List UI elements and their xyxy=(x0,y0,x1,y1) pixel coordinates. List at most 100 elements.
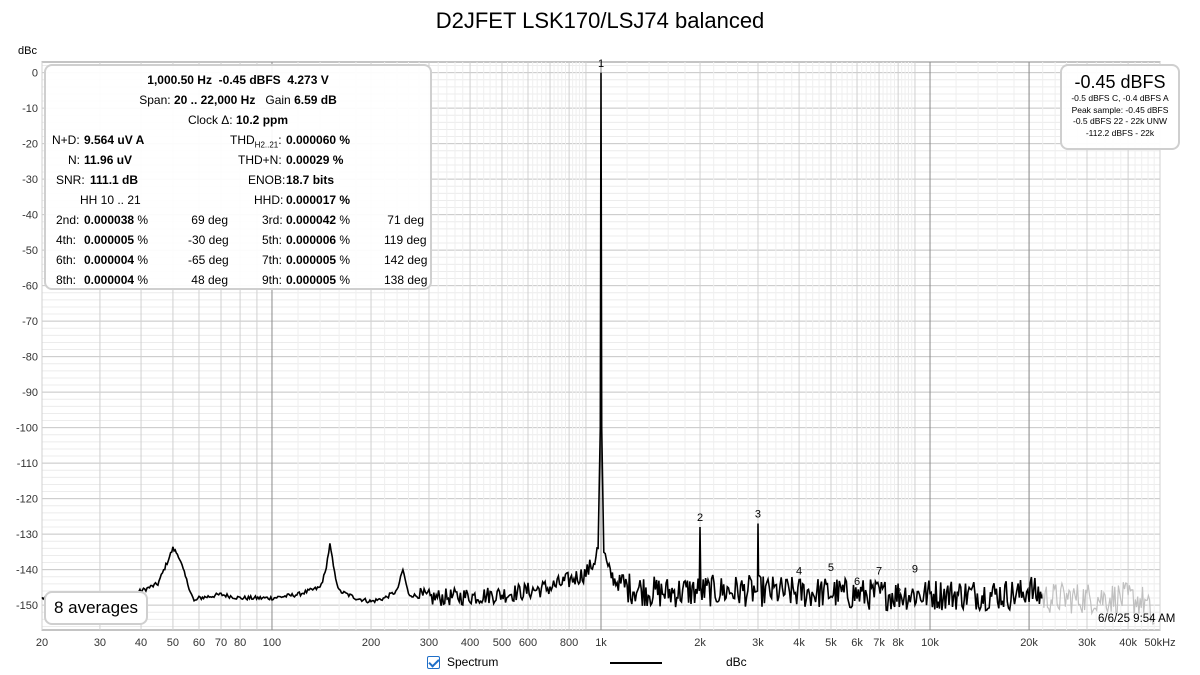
hhd-label: HHD: xyxy=(254,193,284,207)
y-tick-label: -20 xyxy=(22,139,38,151)
info-row-snr: SNR: 111.1 dB ENOB: 18.7 bits xyxy=(46,170,430,190)
y-tick-label: 0 xyxy=(32,68,38,80)
harmonic-label: 3rd: xyxy=(262,213,283,227)
x-tick-label: 8k xyxy=(892,637,904,649)
harmonic-marker: 5 xyxy=(828,562,834,574)
harmonic-phase: -65 deg xyxy=(188,253,229,267)
thd-value: 0.000060 % xyxy=(286,133,351,147)
harmonic-markers: 1 2 3 4 5 6 7 89 xyxy=(598,58,918,599)
nd-label: N+D: xyxy=(52,133,80,147)
hhd-value: 0.000017 % xyxy=(286,193,351,207)
harmonic-phase: 71 deg xyxy=(387,213,424,227)
harmonic-marker: 7 xyxy=(876,565,882,577)
spectrum-checkbox[interactable] xyxy=(427,656,440,669)
y-tick-label: -100 xyxy=(16,423,38,435)
nd-value: 9.564 uV A xyxy=(84,133,145,147)
harmonic-phase: 138 deg xyxy=(384,273,428,287)
x-tick-label: 40 xyxy=(135,637,147,649)
harmonic-marker: 4 xyxy=(796,565,802,577)
level-line: -0.5 dBFS C, -0.4 dBFS A xyxy=(1071,93,1169,103)
legend-series-label: dBc xyxy=(726,655,747,669)
harmonic-phase: 48 deg xyxy=(191,273,228,287)
y-tick-labels: 0 -10 -20 -30 -40 -50 -60 -70 -80 -90 -100 -110 -120… xyxy=(16,68,38,613)
harmonic-value: 0.000004 % xyxy=(84,253,149,267)
x-tick-label: 5k xyxy=(825,637,837,649)
measurement-panel: 1,000.50 Hz -0.45 dBFS 4.273 V Span: 20 … xyxy=(44,64,432,290)
harmonic-label: 8th: xyxy=(56,273,77,287)
y-tick-label: -70 xyxy=(22,316,38,328)
harmonic-row: 6th: 0.000004 % -65 deg 7th: 0.000005 % 142 d… xyxy=(46,250,430,270)
harmonic-value: 0.000005 % xyxy=(84,233,149,247)
harmonic-row: 8th: 0.000004 % 48 deg 9th: 0.000005 % 138 de… xyxy=(46,270,430,290)
harmonic-value: 0.000005 % xyxy=(286,253,351,267)
info-line-2: Span: 20 .. 22,000 Hz Gain 6.59 dB xyxy=(46,90,430,110)
timestamp: 6/6/25 9:54 AM xyxy=(1098,613,1176,625)
x-tick-label: 600 xyxy=(519,637,537,649)
gain-value: 6.59 dB xyxy=(294,93,337,107)
thd-label: THDH2..21: xyxy=(230,133,282,150)
spectrum-line xyxy=(41,72,1044,613)
x-tick-label: 7k xyxy=(873,637,885,649)
harmonic-value: 0.000006 % xyxy=(286,233,351,247)
level-line: -0.5 dBFS 22 - 22k UNW xyxy=(1072,116,1167,126)
harmonic-marker: 1 xyxy=(598,58,604,70)
fundamental-dbfs: -0.45 dBFS xyxy=(218,73,281,87)
harmonic-label: 4th: xyxy=(56,233,77,247)
thdn-label: THD+N: xyxy=(238,153,282,167)
x-tick-label: 200 xyxy=(362,637,380,649)
x-tick-label: 50 xyxy=(167,637,179,649)
enob-label: ENOB: xyxy=(248,173,286,187)
span-label: Span: xyxy=(139,93,171,107)
gain-label: Gain xyxy=(265,93,291,107)
averages-badge: 8 averages xyxy=(44,591,148,625)
info-row-hh: HH 10 .. 21 HHD: 0.000017 % xyxy=(46,190,430,210)
y-tick-label: -50 xyxy=(22,245,38,257)
y-tick-label: -40 xyxy=(22,210,38,222)
level-line: Peak sample: -0.45 dBFS xyxy=(1071,104,1169,115)
spectrum-checkbox-label[interactable]: Spectrum xyxy=(447,655,499,669)
harmonic-row: 4th: 0.000005 % -30 deg 5th: 0.000006 % 119 d… xyxy=(46,230,430,250)
harmonic-marker: 2 xyxy=(697,512,703,524)
x-tick-label: 500 xyxy=(493,637,511,649)
harmonic-label: 5th: xyxy=(262,233,283,247)
y-tick-label: -80 xyxy=(22,352,38,364)
info-row-nd: N+D: 9.564 uV A THDH2..21: 0.000060 % xyxy=(46,130,430,150)
level-main: -0.45 dBFS xyxy=(1074,72,1166,92)
n-label: N: xyxy=(68,153,80,167)
x-tick-label: 20 xyxy=(36,637,48,649)
y-tick-label: -60 xyxy=(22,281,38,293)
harmonic-marker: 8 xyxy=(895,587,901,599)
x-tick-label: 1k xyxy=(595,637,607,649)
x-tick-label: 50kHz xyxy=(1144,637,1175,649)
x-tick-label: 400 xyxy=(461,637,479,649)
x-tick-label: 10k xyxy=(921,637,939,649)
y-tick-label: -150 xyxy=(16,600,38,612)
x-tick-label: 30 xyxy=(94,637,106,649)
x-tick-label: 3k xyxy=(752,637,764,649)
x-tick-label: 2k xyxy=(694,637,706,649)
x-tick-label: 30k xyxy=(1078,637,1096,649)
span-value: 20 .. 22,000 Hz xyxy=(173,93,256,107)
clock-label: Clock Δ: xyxy=(187,113,233,127)
x-tick-labels: 20 30 40 50 60 70 80 100 200 300 400 500 600 800 1k 2k 3… xyxy=(36,637,1176,649)
enob-value: 18.7 bits xyxy=(286,173,335,187)
harmonic-row: 2nd: 0.000038 % 69 deg 3rd: 0.000042 % 71 deg xyxy=(46,210,430,230)
harmonic-phase: 119 deg xyxy=(384,233,427,247)
harmonic-phase: 69 deg xyxy=(191,213,228,227)
info-row-n: N: 11.96 uV THD+N: 0.00029 % xyxy=(46,150,430,170)
y-tick-label: -30 xyxy=(22,174,38,186)
harmonic-phase: 142 deg xyxy=(384,253,428,267)
snr-value: 111.1 dB xyxy=(90,173,139,187)
harmonic-label: 9th: xyxy=(262,273,283,287)
harmonic-marker: 9 xyxy=(912,564,918,576)
y-tick-label: -10 xyxy=(22,103,38,115)
x-tick-label: 6k xyxy=(851,637,863,649)
chart-title: D2JFET LSK170/LSJ74 balanced xyxy=(435,8,765,33)
harmonic-label: 6th: xyxy=(56,253,77,267)
harmonic-value: 0.000042 % xyxy=(286,213,351,227)
harmonic-label: 2nd: xyxy=(56,213,80,227)
fundamental-frequency: 1,000.50 Hz xyxy=(147,73,212,87)
x-tick-label: 40k xyxy=(1119,637,1137,649)
y-tick-label: -90 xyxy=(22,387,38,399)
n-value: 11.96 uV xyxy=(84,153,133,167)
